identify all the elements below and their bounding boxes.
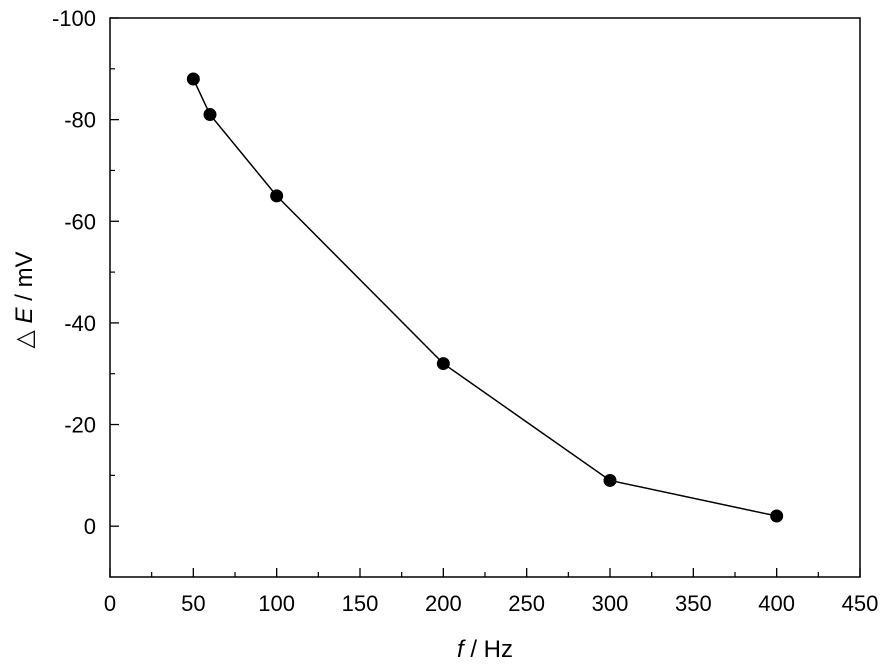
x-tick-label: 400 xyxy=(758,591,795,616)
y-axis-prefix: △ xyxy=(11,330,38,349)
y-axis-symbol: E xyxy=(11,306,38,323)
data-point xyxy=(186,72,200,86)
data-point xyxy=(770,509,784,523)
y-tick-label: -20 xyxy=(64,413,96,438)
y-tick-label: 0 xyxy=(84,514,96,539)
x-tick-label: 300 xyxy=(592,591,629,616)
x-axis: 0 50 100 150 200 250 300 350 400 450 xyxy=(104,568,878,616)
x-tick-label: 50 xyxy=(181,591,205,616)
y-tick-label: -80 xyxy=(64,108,96,133)
x-tick-label: 100 xyxy=(258,591,295,616)
x-axis-symbol: f xyxy=(457,636,466,663)
x-tick-label: 250 xyxy=(508,591,545,616)
x-tick-label: 450 xyxy=(842,591,879,616)
x-axis-title: f / Hz xyxy=(457,636,513,663)
x-tick-label: 200 xyxy=(425,591,462,616)
y-tick-label: -40 xyxy=(64,311,96,336)
plot-border xyxy=(109,17,861,578)
data-point xyxy=(270,189,284,203)
x-tick-label: 0 xyxy=(104,591,116,616)
x-tick-label: 150 xyxy=(342,591,379,616)
plot-frame xyxy=(109,17,861,578)
y-axis: 0 -20 -40 -60 -80 -100 xyxy=(52,6,119,539)
data-point xyxy=(436,357,450,371)
y-tick-label: -100 xyxy=(52,6,96,31)
x-axis-unit: / Hz xyxy=(470,636,513,663)
series-line xyxy=(192,78,777,517)
x-tick-label: 350 xyxy=(675,591,712,616)
data-series xyxy=(186,72,784,523)
y-axis-unit: / mV xyxy=(11,251,38,300)
data-point xyxy=(603,473,617,487)
y-axis-title: △ E / mV xyxy=(11,251,38,348)
y-tick-label: -60 xyxy=(64,209,96,234)
data-point xyxy=(203,108,217,122)
